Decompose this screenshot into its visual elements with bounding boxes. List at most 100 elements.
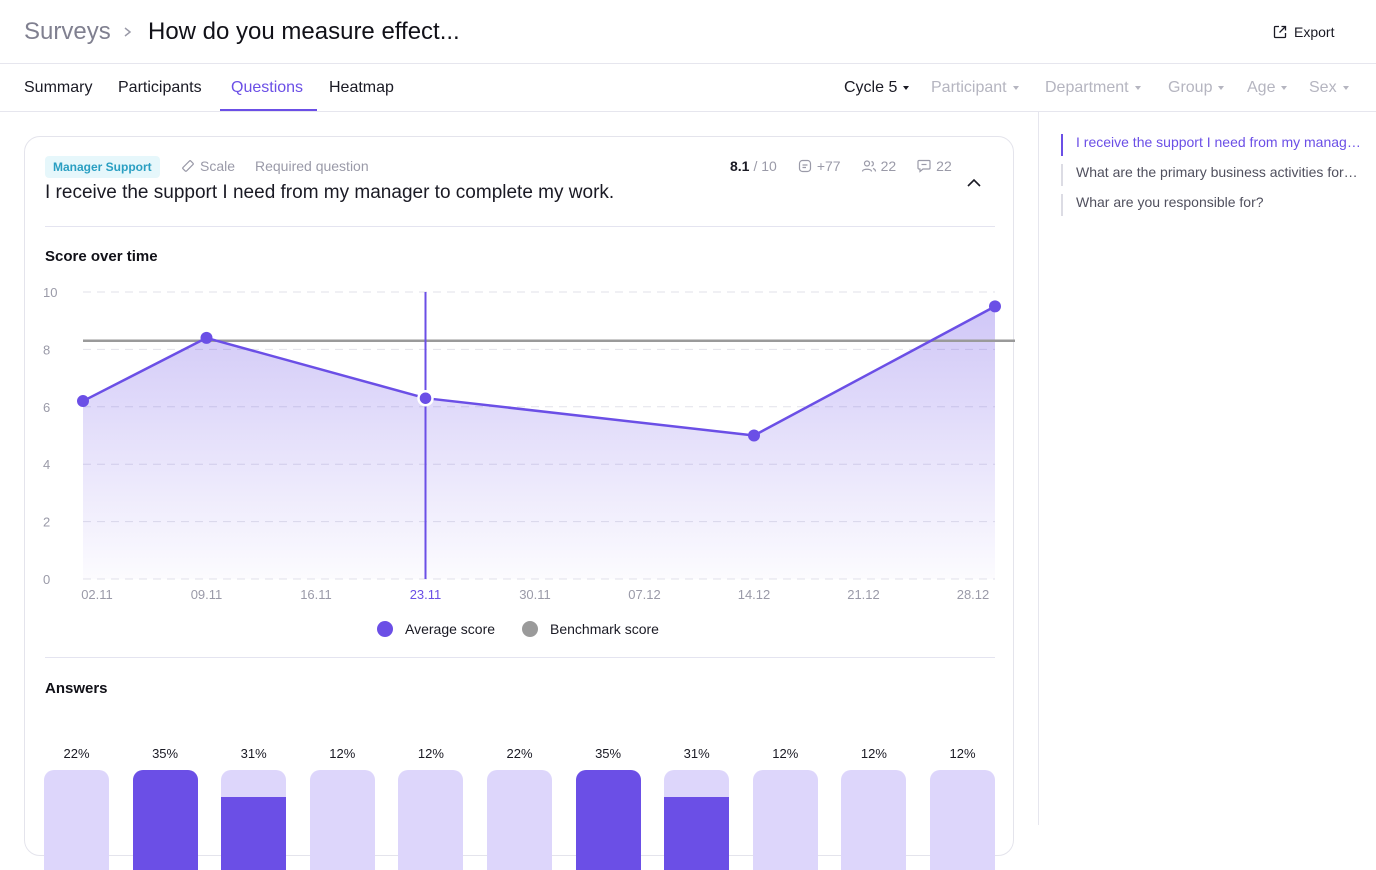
tab-questions[interactable]: Questions — [231, 79, 304, 96]
legend-average: Average score — [377, 621, 495, 637]
chevron-up-icon[interactable] — [964, 173, 984, 193]
filter-label: Participant — [931, 79, 1007, 96]
answers-section-title: Answers — [45, 680, 108, 697]
x-tick-label: 30.11 — [519, 587, 551, 602]
filter-participant[interactable]: Participant — [931, 79, 1019, 97]
sidebar-divider — [1038, 112, 1039, 825]
filter-label: Age — [1247, 79, 1276, 96]
chart-section-title: Score over time — [45, 248, 158, 265]
page-title: How do you measure effect... — [148, 18, 460, 45]
caret-down-icon — [903, 86, 910, 90]
answer-percent-label: 22% — [506, 746, 533, 761]
answer-percent-label: 12% — [772, 746, 799, 761]
tab-summary[interactable]: Summary — [24, 79, 93, 96]
caret-down-icon — [1218, 86, 1225, 90]
caret-down-icon — [1134, 86, 1141, 90]
data-point — [417, 389, 434, 407]
caret-down-icon — [1342, 86, 1349, 90]
x-tick-label: 14.12 — [738, 587, 771, 602]
answer-bar[interactable] — [398, 770, 464, 870]
answer-bar[interactable] — [132, 770, 198, 870]
legend-swatch-average — [377, 621, 393, 637]
filter-label: Cycle 5 — [844, 79, 898, 96]
answer-bar[interactable] — [664, 770, 730, 870]
filter-sex[interactable]: Sex — [1309, 79, 1349, 97]
filter-department[interactable]: Department — [1045, 79, 1141, 97]
area-fill — [83, 306, 995, 579]
data-point — [989, 300, 1001, 313]
comment-icon — [917, 159, 931, 173]
top-bar: Surveys How do you measure effect... Exp… — [0, 0, 1376, 64]
x-tick-label: 28.12 — [957, 587, 990, 602]
x-tick-label: 21.12 — [847, 587, 880, 602]
active-tab-indicator — [220, 109, 317, 111]
outline-item[interactable]: What are the primary business activities… — [1061, 164, 1361, 186]
answer-percent-label: 12% — [860, 746, 887, 761]
answer-bar[interactable] — [44, 770, 109, 870]
filter-label: Department — [1045, 79, 1129, 96]
outline-item[interactable]: I receive the support I need from my man… — [1061, 134, 1361, 156]
x-tick-label: 07.12 — [628, 587, 661, 602]
answer-percent-label: 12% — [417, 746, 444, 761]
answer-bar-fill — [132, 770, 198, 870]
divider — [45, 657, 995, 658]
answer-bar[interactable] — [309, 770, 375, 870]
filter-group[interactable]: Group — [1168, 79, 1225, 97]
answer-bar[interactable] — [752, 770, 818, 870]
filter-label: Sex — [1309, 79, 1337, 96]
tab-heatmap[interactable]: Heatmap — [329, 79, 394, 96]
score-value: 8.1 — [730, 158, 750, 174]
answer-bar[interactable] — [575, 770, 641, 870]
users-icon — [861, 160, 876, 172]
chevron-right-icon — [124, 27, 132, 37]
x-tick-label: 02.11 — [81, 587, 113, 602]
required-label: Required question — [255, 158, 369, 174]
answer-percent-label: 31% — [683, 746, 710, 761]
legend-label-average: Average score — [405, 621, 496, 637]
export-button[interactable]: Export — [1272, 22, 1334, 42]
tab-participants[interactable]: Participants — [118, 79, 202, 96]
answer-bar-fill — [575, 770, 641, 870]
caret-down-icon — [1281, 86, 1288, 90]
responses-count: +77 — [816, 158, 841, 174]
export-label: Export — [1294, 24, 1335, 40]
ruler-icon — [182, 160, 194, 172]
outline-item[interactable]: Whar are you responsible for? — [1061, 194, 1361, 216]
filter-age[interactable]: Age — [1247, 79, 1288, 97]
breadcrumb-surveys[interactable]: Surveys — [24, 18, 111, 45]
caret-down-icon — [1012, 86, 1019, 90]
question-text: I receive the support I need from my man… — [45, 182, 615, 203]
x-tick-label: 16.11 — [300, 587, 332, 602]
question-type-label: Scale — [200, 158, 236, 174]
answer-bar-fill — [664, 797, 730, 870]
y-tick-label: 8 — [43, 342, 50, 357]
answer-bar[interactable] — [841, 770, 907, 870]
answer-bar[interactable] — [930, 770, 995, 870]
answer-percent-label: 12% — [329, 746, 356, 761]
score-chart: 0 2 4 6 8 10 02.11 09.11 16.11 23.11 30.11 07.12 14.… — [43, 285, 1015, 602]
comments-count: 22 — [936, 158, 952, 174]
participants-count: 22 — [880, 158, 897, 174]
answer-bar[interactable] — [487, 770, 552, 870]
answer-bar[interactable] — [221, 770, 287, 870]
answer-bar-fill — [221, 797, 287, 870]
filter-cycle[interactable]: Cycle 5 — [844, 79, 910, 97]
y-tick-label: 0 — [43, 572, 50, 587]
answer-percent-label: 22% — [63, 746, 90, 761]
legend-benchmark: Benchmark score — [522, 621, 659, 637]
divider — [45, 226, 995, 227]
answer-percent-label: 35% — [595, 746, 622, 761]
filter-label: Group — [1168, 79, 1213, 96]
participants-stat: 22 — [861, 158, 897, 174]
score-stat: 8.1 / 10 — [730, 158, 777, 174]
y-tick-label: 4 — [43, 457, 50, 472]
legend-label-benchmark: Benchmark score — [550, 621, 659, 637]
x-tick-label: 23.11 — [410, 587, 442, 602]
data-point — [77, 395, 89, 408]
y-tick-label: 10 — [43, 285, 57, 300]
category-tag: Manager Support — [45, 156, 160, 178]
data-point — [200, 331, 213, 344]
answer-percent-label: 31% — [240, 746, 267, 761]
y-tick-label: 2 — [43, 515, 50, 530]
tabs-bar: Summary Participants Questions Heatmap C… — [0, 64, 1376, 112]
